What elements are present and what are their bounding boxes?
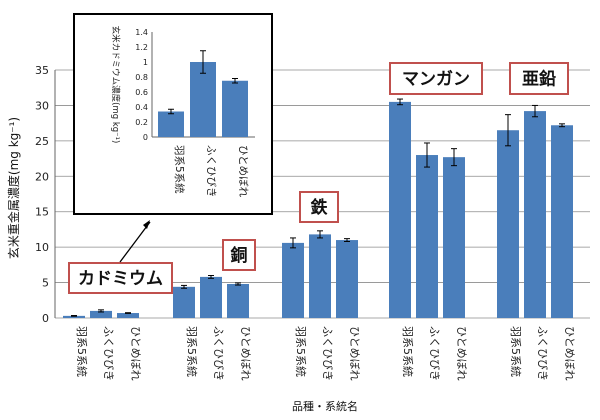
y-tick-label: 25: [35, 135, 49, 148]
bar: [524, 111, 546, 319]
x-tick-label: ふくひびき: [321, 326, 334, 381]
bar: [117, 313, 139, 318]
y-tick-label: 15: [35, 206, 49, 219]
inset-y-tick-label: 1.4: [135, 28, 148, 37]
bar: [416, 155, 438, 318]
y-tick-label: 30: [35, 99, 49, 112]
y-tick-label: 35: [35, 64, 49, 77]
inset-bar: [190, 62, 216, 137]
x-tick-label: 羽系5系統: [294, 326, 308, 377]
inset-y-axis-label: 玄米カドミウム濃度(mg kg⁻¹): [110, 26, 121, 144]
bar: [200, 276, 222, 318]
x-tick-label: 羽系5系統: [75, 326, 89, 377]
y-tick-label: 0: [42, 312, 49, 325]
element-label-box: [389, 62, 483, 95]
inset-bar: [222, 80, 248, 137]
x-tick-label: 羽系5系統: [401, 326, 415, 377]
element-labels: カドミウム 銅 鉄 マンガン 亜鉛: [68, 62, 569, 294]
element-label: 銅: [231, 245, 248, 266]
x-axis-label: 品種・系統名: [292, 399, 358, 413]
x-tick-label: ふくひびき: [428, 326, 441, 381]
element-label: カドミウム: [78, 269, 163, 289]
inset-y-tick-label: 0.6: [135, 88, 148, 97]
bar: [497, 130, 519, 318]
y-tick-label: 20: [35, 170, 49, 183]
x-tick-label: ひとめぼれ: [239, 326, 252, 381]
main-chart: 05101520253035羽系5系統 ふくひびき ひとめぼれ 羽系5系統 ふくひびきひ…: [35, 64, 590, 381]
x-tick-label: ひとめぼれ: [563, 326, 576, 381]
element-label-box: [299, 191, 339, 223]
bar: [551, 125, 573, 318]
bar: [63, 315, 85, 318]
inset-pointer-arrow: [119, 221, 151, 263]
element-label: 鉄: [311, 197, 328, 218]
inset-x-tick-label: 羽系5系統: [173, 145, 186, 194]
bar: [282, 242, 304, 318]
x-tick-label: ふくひびき: [212, 326, 225, 381]
x-tick-label: ひとめぼれ: [455, 326, 468, 381]
inset-pointer-arrowhead: [143, 220, 150, 229]
element-label: 亜鉛: [522, 69, 556, 90]
element-label-box: [509, 62, 569, 95]
y-tick-label: 5: [42, 277, 49, 290]
inset-cadmium-chart: 0 0.2 0.4 0.6 0.8 1 1.2 1.4 玄米カドミウム濃度(mg kg⁻¹) 羽系…: [73, 13, 273, 215]
y-axis-label: 玄米重金属濃度(mg kg⁻¹): [6, 117, 21, 259]
inset-x-tick-label: ひとめぼれ: [237, 145, 249, 198]
x-tick-label: ふくひびき: [102, 326, 115, 381]
inset-y-tick-label: 0.4: [135, 103, 148, 112]
inset-y-tick-label: 0.2: [135, 118, 148, 127]
inset-y-tick-label: 1.2: [135, 43, 148, 52]
element-label-box: [68, 262, 173, 294]
inset-bar: [158, 111, 184, 137]
element-label-box: [222, 239, 256, 271]
inset-y-tick-label: 0.8: [135, 73, 148, 82]
bar: [90, 310, 112, 318]
x-tick-label: 羽系5系統: [509, 326, 523, 377]
bar: [389, 101, 411, 318]
bar: [173, 286, 195, 318]
x-tick-label: ひとめぼれ: [129, 326, 142, 381]
bar: [443, 157, 465, 318]
x-tick-label: ひとめぼれ: [348, 326, 361, 381]
inset-x-tick-label: ふくひびき: [205, 145, 217, 198]
x-tick-label: 羽系5系統: [185, 326, 199, 377]
x-tick-label: ふくひびき: [536, 326, 549, 381]
bar: [336, 240, 358, 318]
inset-y-tick-label: 0: [143, 133, 148, 142]
bar: [227, 283, 249, 318]
inset-y-tick-label: 1: [143, 58, 148, 67]
element-label: マンガン: [402, 70, 470, 90]
y-tick-label: 10: [35, 241, 49, 254]
bar: [309, 234, 331, 318]
